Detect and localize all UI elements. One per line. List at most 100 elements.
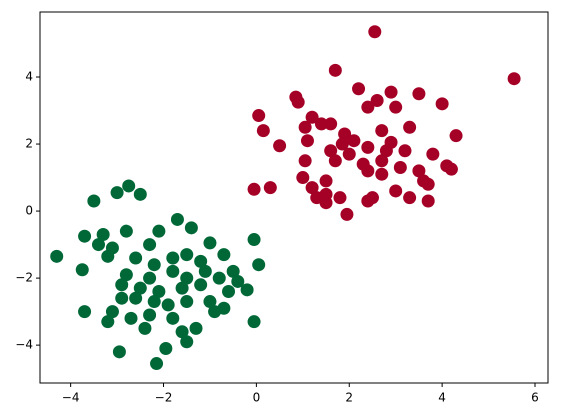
point xyxy=(133,187,147,201)
point xyxy=(143,308,157,322)
point xyxy=(166,264,180,278)
point xyxy=(152,224,166,238)
point xyxy=(389,100,403,114)
point xyxy=(403,191,417,205)
y-tick-label: −4 xyxy=(15,338,33,352)
point xyxy=(305,181,319,195)
x-tick-label: 6 xyxy=(531,391,539,405)
x-tick-label: 0 xyxy=(253,391,261,405)
point xyxy=(101,315,115,329)
point xyxy=(252,109,266,123)
point xyxy=(208,305,222,319)
point xyxy=(78,229,92,243)
point xyxy=(119,224,133,238)
point xyxy=(143,271,157,285)
point xyxy=(379,144,393,158)
point xyxy=(398,144,412,158)
point xyxy=(105,305,119,319)
point xyxy=(298,154,312,168)
y-tick-label: 0 xyxy=(25,204,33,218)
point xyxy=(384,85,398,99)
point xyxy=(150,357,164,371)
point xyxy=(314,117,328,131)
point xyxy=(352,82,366,96)
point xyxy=(92,238,106,252)
point xyxy=(203,236,217,250)
point xyxy=(507,72,521,86)
point xyxy=(166,311,180,325)
point xyxy=(361,100,375,114)
point xyxy=(444,162,458,176)
point xyxy=(263,181,277,195)
point xyxy=(159,341,173,355)
point xyxy=(338,127,352,141)
point xyxy=(412,164,426,178)
y-tick-label: 2 xyxy=(25,137,33,151)
point xyxy=(115,278,129,292)
point xyxy=(412,87,426,101)
point xyxy=(368,25,382,39)
point xyxy=(324,144,338,158)
point xyxy=(247,315,261,329)
point xyxy=(340,207,354,221)
point xyxy=(115,291,129,305)
point xyxy=(240,283,254,297)
point xyxy=(217,248,231,262)
point xyxy=(175,325,189,339)
point xyxy=(180,248,194,262)
point xyxy=(184,221,198,235)
point xyxy=(147,258,161,272)
point xyxy=(370,93,384,107)
point xyxy=(110,186,124,200)
point xyxy=(180,271,194,285)
point xyxy=(198,264,212,278)
point xyxy=(361,164,375,178)
point xyxy=(319,174,333,188)
point xyxy=(256,124,270,138)
point xyxy=(347,134,361,148)
point xyxy=(247,233,261,247)
point xyxy=(421,194,435,208)
point xyxy=(78,305,92,319)
point xyxy=(180,295,194,309)
x-tick-label: 4 xyxy=(438,391,446,405)
y-tick-label: 4 xyxy=(25,70,33,84)
point xyxy=(273,139,287,153)
y-tick-label: −2 xyxy=(15,271,33,285)
point xyxy=(147,295,161,309)
point xyxy=(124,311,138,325)
point xyxy=(75,263,89,277)
point xyxy=(189,321,203,335)
point xyxy=(305,110,319,124)
point xyxy=(231,274,245,288)
point xyxy=(421,177,435,191)
point xyxy=(138,321,152,335)
x-tick-label: −2 xyxy=(155,391,173,405)
point xyxy=(112,345,126,359)
point xyxy=(180,335,194,349)
point xyxy=(122,179,136,193)
point xyxy=(298,120,312,134)
point xyxy=(389,184,403,198)
point xyxy=(96,228,110,242)
point xyxy=(226,264,240,278)
point xyxy=(328,154,342,168)
point xyxy=(50,249,64,263)
point xyxy=(393,161,407,175)
point xyxy=(375,167,389,181)
point xyxy=(375,124,389,138)
point xyxy=(449,129,463,143)
point xyxy=(296,171,310,185)
point xyxy=(101,249,115,263)
point xyxy=(324,117,338,131)
point xyxy=(403,120,417,134)
point xyxy=(361,140,375,154)
point xyxy=(133,281,147,295)
point xyxy=(247,182,261,196)
point xyxy=(129,251,143,265)
point xyxy=(143,238,157,252)
point xyxy=(175,281,189,295)
x-tick-label: 2 xyxy=(345,391,353,405)
point xyxy=(319,196,333,210)
